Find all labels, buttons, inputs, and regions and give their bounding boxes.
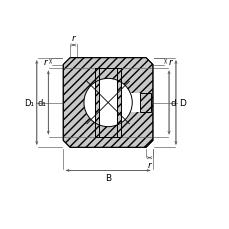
Text: d: d (169, 98, 175, 108)
Bar (139, 94, 150, 112)
Text: r: r (168, 57, 171, 66)
Circle shape (84, 79, 132, 127)
Text: D: D (178, 98, 185, 108)
Text: r: r (71, 34, 75, 43)
Bar (116, 69, 120, 137)
Text: d₁: d₁ (38, 98, 46, 108)
Bar (95, 69, 99, 137)
Text: r: r (147, 161, 151, 170)
Text: r: r (44, 57, 48, 66)
Text: D₁: D₁ (24, 98, 34, 108)
Bar (120, 94, 139, 112)
Text: B: B (105, 173, 111, 182)
Polygon shape (63, 58, 152, 148)
